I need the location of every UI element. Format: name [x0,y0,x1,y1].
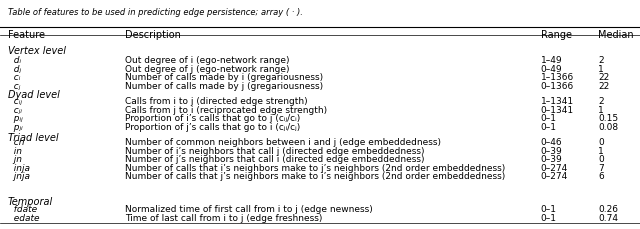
Text: Out degree of j (ego-network range): Out degree of j (ego-network range) [125,65,289,74]
Text: 0.08: 0.08 [598,122,618,131]
Text: Triad level: Triad level [8,133,58,143]
Text: Range: Range [541,30,572,40]
Text: Table of features to be used in predicting edge persistence; array ( · ).: Table of features to be used in predicti… [8,8,303,17]
Text: 6: 6 [598,171,604,180]
Text: Vertex level: Vertex level [8,46,66,56]
Text: jn: jn [8,154,22,163]
Text: dⱼ: dⱼ [8,65,21,74]
Text: 0–274: 0–274 [541,163,568,172]
Text: Dyad level: Dyad level [8,89,60,99]
Text: 1–49: 1–49 [541,56,563,65]
Text: 0–39: 0–39 [541,154,563,163]
Text: 0: 0 [598,137,604,146]
Text: 0–46: 0–46 [541,137,563,146]
Text: Description: Description [125,30,180,40]
Text: 0–274: 0–274 [541,171,568,180]
Text: 22: 22 [598,73,610,82]
Text: Number of calls that j’s neighbors make to i’s neighbors (2nd order embeddedness: Number of calls that j’s neighbors make … [125,171,505,180]
Text: 0–1: 0–1 [541,114,557,123]
Text: cn: cn [8,137,24,146]
Text: Proportion of i’s calls that go to j (cᵢⱼ/cᵢ): Proportion of i’s calls that go to j (cᵢ… [125,114,300,123]
Text: cᵢ: cᵢ [8,73,20,82]
Text: 0–49: 0–49 [541,65,563,74]
Text: 0–1341: 0–1341 [541,105,574,114]
Text: pᵢⱼ: pᵢⱼ [8,114,22,123]
Text: 0–1: 0–1 [541,204,557,213]
Text: 0–1: 0–1 [541,122,557,131]
Text: 0.15: 0.15 [598,114,618,123]
Text: cᵢⱼ: cᵢⱼ [8,97,22,106]
Text: Number of i’s neighbors that call j (directed edge embeddedness): Number of i’s neighbors that call j (dir… [125,146,424,155]
Text: edate: edate [8,213,39,222]
Text: 0.26: 0.26 [598,204,618,213]
Text: Number of j’s neighbors that call i (directed edge embeddedness): Number of j’s neighbors that call i (dir… [125,154,424,163]
Text: 0.74: 0.74 [598,213,618,222]
Text: Proportion of j’s calls that go to i (cⱼᵢ/cⱼ): Proportion of j’s calls that go to i (cⱼ… [125,122,300,131]
Text: Number of calls made by i (gregariousness): Number of calls made by i (gregariousnes… [125,73,323,82]
Text: 0–39: 0–39 [541,146,563,155]
Text: 22: 22 [598,82,610,90]
Text: Number of common neighbors between i and j (edge embeddedness): Number of common neighbors between i and… [125,137,441,146]
Text: 1: 1 [598,65,604,74]
Text: cⱼᵢ: cⱼᵢ [8,105,22,114]
Text: 1–1341: 1–1341 [541,97,574,106]
Text: 0–1366: 0–1366 [541,82,574,90]
Text: 0–1: 0–1 [541,213,557,222]
Text: Temporal: Temporal [8,196,53,206]
Text: 0: 0 [598,154,604,163]
Text: cⱼ: cⱼ [8,82,20,90]
Text: pⱼᵢ: pⱼᵢ [8,122,22,131]
Text: inja: inja [8,163,29,172]
Text: Calls from j to i (reciprocated edge strength): Calls from j to i (reciprocated edge str… [125,105,327,114]
Text: Calls from i to j (directed edge strength): Calls from i to j (directed edge strengt… [125,97,307,106]
Text: 7: 7 [598,163,604,172]
Text: 1–1366: 1–1366 [541,73,574,82]
Text: jnja: jnja [8,171,29,180]
Text: dᵢ: dᵢ [8,56,21,65]
Text: Normalized time of first call from i to j (edge newness): Normalized time of first call from i to … [125,204,372,213]
Text: 1: 1 [598,146,604,155]
Text: Feature: Feature [8,30,45,40]
Text: Time of last call from i to j (edge freshness): Time of last call from i to j (edge fres… [125,213,322,222]
Text: Median: Median [598,30,634,40]
Text: Number of calls made by j (gregariousness): Number of calls made by j (gregariousnes… [125,82,323,90]
Text: 2: 2 [598,97,604,106]
Text: 1: 1 [598,105,604,114]
Text: fdate: fdate [8,204,37,213]
Text: Out degree of i (ego-network range): Out degree of i (ego-network range) [125,56,289,65]
Text: Number of calls that i’s neighbors make to j’s neighbors (2nd order embeddedness: Number of calls that i’s neighbors make … [125,163,505,172]
Text: in: in [8,146,22,155]
Text: 2: 2 [598,56,604,65]
